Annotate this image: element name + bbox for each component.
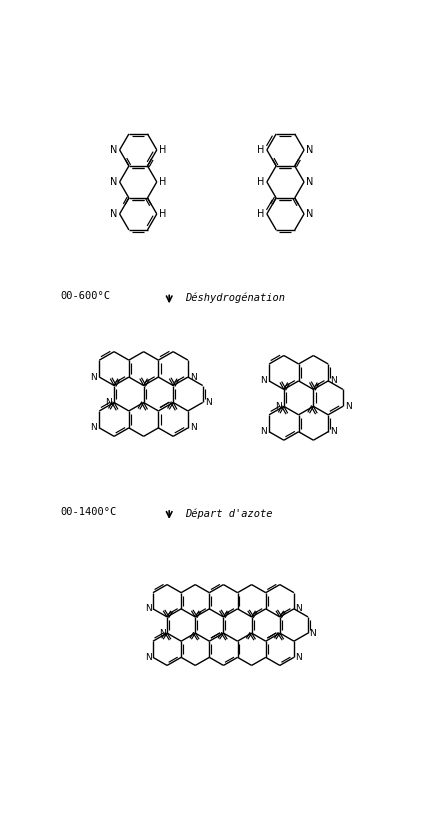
Text: N: N <box>307 209 314 219</box>
Text: N: N <box>105 398 112 407</box>
Text: N: N <box>296 604 302 613</box>
Text: H: H <box>159 145 167 155</box>
Text: Déshydrogénation: Déshydrogénation <box>185 293 285 303</box>
Text: 00-600°C: 00-600°C <box>61 291 111 302</box>
Text: N: N <box>330 376 337 385</box>
Text: N: N <box>190 424 197 433</box>
Text: N: N <box>90 372 97 381</box>
Text: N: N <box>260 376 267 385</box>
Text: N: N <box>110 177 117 187</box>
Text: N: N <box>145 604 151 613</box>
Text: N: N <box>307 177 314 187</box>
Text: N: N <box>145 653 151 662</box>
Text: N: N <box>159 628 166 637</box>
Text: N: N <box>330 428 337 437</box>
Text: H: H <box>257 145 265 155</box>
Text: N: N <box>190 372 197 381</box>
Text: H: H <box>159 209 167 219</box>
Text: H: H <box>159 177 167 187</box>
Text: N: N <box>296 653 302 662</box>
Text: N: N <box>110 145 117 155</box>
Text: 00-1400°C: 00-1400°C <box>61 506 117 517</box>
Text: N: N <box>90 424 97 433</box>
Text: N: N <box>110 209 117 219</box>
Text: N: N <box>310 628 316 637</box>
Text: N: N <box>205 398 212 407</box>
Text: H: H <box>257 209 265 219</box>
Text: Départ d'azote: Départ d'azote <box>185 508 272 519</box>
Text: N: N <box>307 145 314 155</box>
Text: H: H <box>257 177 265 187</box>
Text: N: N <box>260 428 267 437</box>
Text: N: N <box>275 402 282 411</box>
Text: N: N <box>345 402 352 411</box>
